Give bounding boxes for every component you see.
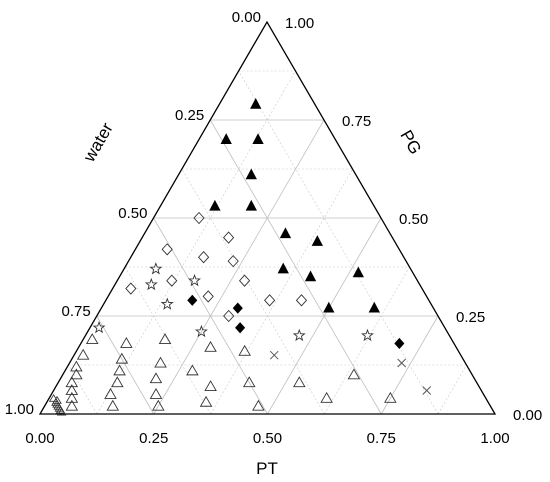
filled-diamond-marker	[233, 303, 242, 313]
filled-triangle-marker	[369, 303, 379, 313]
open-diamond-marker	[224, 232, 234, 243]
filled-triangle-marker	[221, 134, 231, 144]
filled-triangle-marker	[353, 267, 363, 277]
right-tick-label: 0.00	[513, 407, 542, 424]
bottom-tick-label: 0.25	[139, 430, 168, 447]
open-triangle-marker	[321, 393, 332, 403]
grid-line	[438, 365, 466, 414]
left-tick-label: 0.25	[175, 107, 204, 124]
left-tick-label: 1.00	[5, 401, 34, 418]
filled-triangle-marker	[210, 201, 220, 211]
filled-triangle-marker	[246, 169, 256, 179]
right-tick-label: 0.25	[456, 309, 485, 326]
bottom-tick-label: 0.75	[367, 430, 396, 447]
open-triangle-marker	[205, 342, 216, 352]
filled-diamond-marker	[236, 323, 245, 333]
open-triangle-marker	[187, 365, 198, 375]
open-triangle-marker	[78, 350, 89, 360]
open-triangle-marker	[201, 397, 212, 407]
left-axis-title: water	[79, 119, 117, 166]
right-tick-label: 0.75	[342, 113, 371, 130]
filled-triangle-marker	[312, 236, 322, 246]
bottom-tick-label: 1.00	[480, 430, 509, 447]
star-marker	[94, 322, 104, 332]
filled-triangle-marker	[280, 228, 290, 238]
filled-triangle-marker	[278, 263, 288, 273]
cross-marker	[423, 386, 431, 394]
open-triangle-marker	[150, 373, 161, 383]
grid-line	[68, 365, 97, 414]
star-marker	[189, 275, 199, 285]
grid-line	[324, 267, 409, 414]
open-diamond-marker	[199, 252, 209, 263]
star-marker	[162, 299, 172, 309]
right-axis-title: PG	[396, 127, 425, 158]
left-tick-label: 0.00	[232, 9, 261, 26]
open-triangle-marker	[107, 401, 118, 411]
left-tick-label: 0.75	[62, 303, 91, 320]
open-triangle-marker	[151, 389, 162, 399]
right-tick-label: 1.00	[285, 15, 314, 32]
star-marker	[294, 330, 304, 340]
bottom-tick-label: 0.00	[25, 430, 54, 447]
grid-line	[125, 267, 211, 414]
cross-marker	[398, 359, 406, 367]
left-tick-label: 0.50	[118, 205, 147, 222]
filled-triangle-marker	[324, 303, 334, 313]
open-diamond-marker	[162, 244, 172, 255]
filled-diamond-marker	[395, 338, 404, 348]
open-diamond-marker	[240, 275, 250, 286]
open-diamond-marker	[296, 295, 306, 306]
bottom-tick-label: 0.50	[253, 430, 282, 447]
right-tick-label: 0.50	[399, 211, 428, 228]
open-diamond-marker	[203, 291, 213, 302]
open-triangle-marker	[294, 377, 305, 387]
open-diamond-marker	[265, 295, 275, 306]
filled-triangle-marker	[306, 271, 316, 281]
grid-line	[211, 169, 353, 414]
bottom-axis-title: PT	[256, 459, 278, 478]
filled-triangle-marker	[251, 99, 261, 109]
open-diamond-marker	[126, 283, 136, 294]
cross-marker	[270, 351, 278, 359]
grid-line	[239, 71, 439, 414]
filled-diamond-marker	[188, 295, 197, 305]
open-triangle-marker	[121, 338, 132, 348]
open-triangle-marker	[239, 346, 250, 356]
open-triangle-marker	[205, 381, 216, 391]
filled-triangle-marker	[253, 134, 263, 144]
open-triangle-marker	[105, 389, 116, 399]
open-triangle-marker	[114, 365, 125, 375]
grid-lines	[68, 71, 466, 414]
open-triangle-marker	[87, 334, 98, 344]
grid-line	[210, 120, 381, 414]
open-triangle-marker	[160, 334, 171, 344]
open-triangle-marker	[155, 358, 166, 368]
star-marker	[362, 330, 372, 340]
star-marker	[151, 263, 161, 273]
filled-triangle-marker	[246, 201, 256, 211]
star-marker	[146, 279, 156, 289]
